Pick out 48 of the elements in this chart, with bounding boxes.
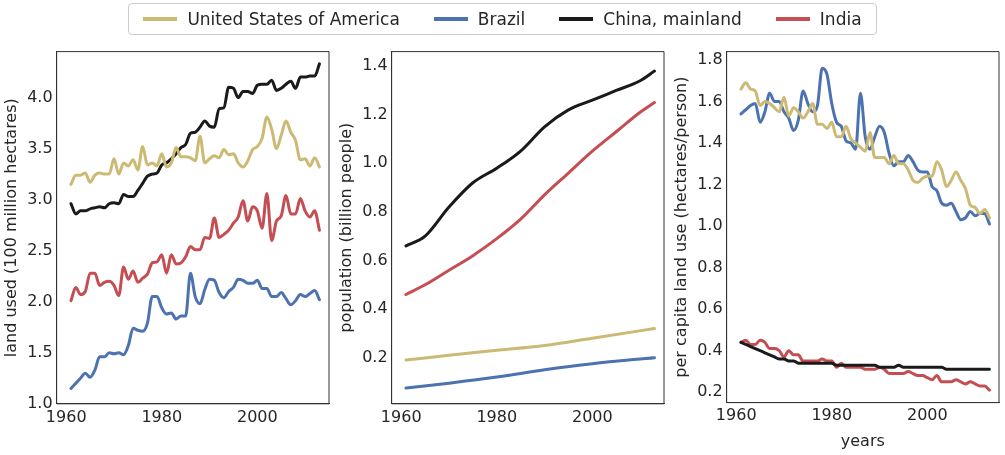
y-tick-label: 1.0	[697, 215, 723, 235]
y-tick-label: 1.0	[362, 152, 388, 172]
y-axis-title: land used (100 million hectares)	[0, 98, 20, 358]
line-series	[404, 327, 656, 362]
line-series	[69, 192, 321, 303]
y-tick-label: 3.5	[27, 137, 53, 157]
legend-label: India	[819, 9, 862, 29]
x-tick-label: 2000	[571, 406, 613, 426]
legend-label: United States of America	[187, 9, 400, 29]
y-tick-label: 1.4	[362, 55, 388, 75]
x-tick-label: 1980	[476, 406, 518, 426]
x-axis-title: years	[840, 430, 885, 450]
x-tick-label: 2000	[236, 406, 278, 426]
y-tick-label: 1.2	[362, 103, 388, 123]
y-tick-label: 0.4	[697, 339, 723, 359]
x-tick-label: 1960	[715, 405, 757, 425]
y-tick-label: 0.2	[362, 346, 388, 366]
line-series	[69, 271, 321, 390]
y-tick-label: 1.4	[697, 132, 723, 152]
line-series	[404, 356, 656, 390]
y-tick-label: 0.8	[697, 256, 723, 276]
line-series	[69, 115, 321, 186]
y-axis-title: per capita land use (hectares/person)	[670, 76, 690, 378]
y-tick-label: 2.0	[27, 290, 53, 310]
y-tick-label: 0.4	[362, 298, 388, 318]
x-tick-label: 1980	[141, 406, 183, 426]
y-tick-label: 0.2	[697, 381, 723, 401]
y-tick-label: 0.6	[697, 298, 723, 318]
x-tick-label: 2000	[906, 405, 948, 425]
y-tick-label: 1.6	[697, 90, 723, 110]
line-series	[69, 62, 321, 216]
line-series	[404, 101, 656, 296]
y-tick-label: 1.8	[697, 49, 723, 69]
legend-label: China, mainland	[603, 9, 742, 29]
y-tick-label: 1.5	[27, 341, 53, 361]
y-tick-label: 0.6	[362, 249, 388, 269]
line-series	[404, 69, 656, 248]
x-tick-label: 1980	[811, 405, 853, 425]
y-tick-label: 2.5	[27, 239, 53, 259]
x-tick-label: 1960	[380, 406, 422, 426]
legend-label: Brazil	[477, 9, 526, 29]
line-series	[739, 338, 991, 392]
y-tick-label: 0.8	[362, 201, 388, 221]
y-tick-label: 3.0	[27, 188, 53, 208]
y-tick-label: 4.0	[27, 86, 53, 106]
y-axis-title: population (billion people)	[335, 122, 355, 333]
y-tick-label: 1.2	[697, 173, 723, 193]
line-series	[739, 340, 991, 371]
